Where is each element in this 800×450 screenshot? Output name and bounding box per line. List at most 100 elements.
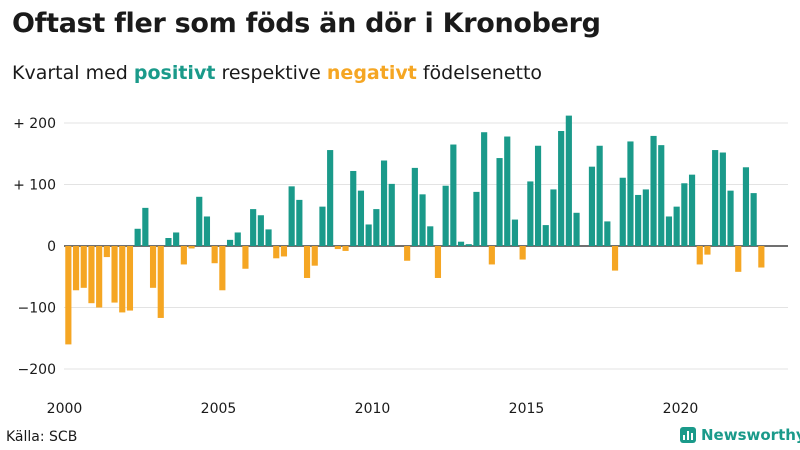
bar-positive — [234, 232, 241, 246]
bar-negative — [280, 246, 288, 257]
subtitle-intro: Kvartal med — [12, 62, 134, 84]
subtitle-negative: negativt — [326, 62, 417, 84]
bar-positive — [550, 189, 557, 246]
bar-negative — [696, 246, 703, 265]
bar-positive — [350, 170, 357, 246]
x-tick-label: 2005 — [201, 401, 237, 417]
bar-positive — [496, 158, 503, 246]
bar-positive — [442, 185, 449, 246]
bar-negative — [211, 246, 218, 264]
bar-negative — [126, 246, 134, 311]
bar-positive — [534, 145, 542, 246]
bar-positive — [473, 191, 480, 246]
bar-negative — [334, 246, 341, 250]
bar-positive — [511, 219, 519, 246]
y-tick-label: −100 — [18, 301, 56, 317]
bar-positive — [727, 190, 734, 246]
brand-name: Newsworthy — [701, 426, 800, 444]
bar-negative — [303, 246, 311, 278]
bar-positive — [504, 136, 511, 246]
bar-negative — [404, 246, 411, 261]
bar-negative — [434, 246, 442, 278]
bar-positive — [673, 206, 680, 246]
chart-subtitle: Kvartal med positivt respektive negativt… — [12, 62, 542, 84]
bar-positive — [226, 239, 234, 246]
bar-positive — [450, 144, 457, 246]
bar-positive — [457, 241, 465, 246]
bar-negative — [488, 246, 495, 265]
bar-positive — [688, 174, 696, 246]
bar-positive — [288, 186, 295, 246]
subtitle-middle: respektive — [215, 62, 327, 84]
bar-positive — [604, 221, 611, 246]
bar-negative — [119, 246, 126, 313]
bar-negative — [96, 246, 103, 308]
bar-negative — [704, 246, 711, 255]
y-axis-labels: + 200 + 100 0 −100 −200 — [13, 116, 56, 378]
bar-positive — [527, 181, 534, 246]
bar-positive — [750, 193, 757, 246]
bar-negative — [311, 246, 318, 266]
bar-positive — [265, 229, 272, 246]
x-tick-label: 2010 — [355, 401, 391, 417]
bar-negative — [65, 246, 72, 345]
bar-positive — [165, 238, 172, 246]
bar-positive — [134, 228, 141, 246]
bar-negative — [758, 246, 765, 268]
bar-positive — [681, 183, 688, 246]
bar-positive — [388, 183, 395, 246]
y-tick-label: + 100 — [13, 178, 56, 194]
y-tick-label: −200 — [18, 362, 56, 378]
y-tick-label: + 200 — [13, 116, 56, 132]
bar-positive — [558, 131, 565, 246]
bar-positive — [257, 215, 264, 246]
bar-positive — [665, 216, 673, 246]
bar-positive — [627, 141, 634, 246]
bar-positive — [427, 226, 434, 246]
brand-logo: Newsworthy — [680, 426, 800, 444]
bar-positive — [196, 196, 203, 246]
bar-negative — [180, 246, 187, 265]
bar-positive — [619, 177, 626, 246]
bar-positive — [596, 145, 603, 246]
bar-negative — [611, 246, 619, 271]
bar-positive — [203, 216, 211, 246]
bar-positive — [373, 209, 380, 246]
bar-positive — [565, 115, 572, 247]
bar-positive — [411, 167, 418, 246]
bar-negative — [219, 246, 226, 291]
source-note: Källa: SCB — [6, 429, 78, 445]
subtitle-end: födelsenetto — [416, 62, 543, 84]
bar-positive — [365, 224, 372, 246]
bar-positive — [642, 189, 649, 246]
bar-negative — [149, 246, 157, 288]
bar-negative — [735, 246, 742, 272]
bar-negative — [88, 246, 95, 304]
subtitle-positive: positivt — [133, 62, 216, 84]
bar-negative — [103, 246, 110, 258]
bar-positive — [357, 190, 365, 246]
bar-negative — [72, 246, 80, 291]
bar-negative — [342, 246, 349, 251]
bar-negative — [157, 246, 164, 318]
bar-positive — [319, 206, 326, 246]
chart-bars — [65, 115, 765, 345]
bar-negative — [80, 246, 87, 288]
bar-positive — [250, 209, 257, 246]
bar-negative — [111, 246, 118, 303]
bar-negative — [519, 246, 526, 260]
x-axis-labels: 2000 2005 2010 2015 2020 — [47, 401, 699, 417]
bar-negative — [273, 246, 280, 259]
bar-positive — [588, 166, 596, 246]
bar-positive — [635, 194, 642, 246]
x-tick-label: 2020 — [663, 401, 699, 417]
y-tick-label: 0 — [47, 239, 56, 255]
bar-positive — [327, 150, 334, 246]
bar-positive — [573, 212, 580, 246]
bar-chart-icon — [680, 427, 696, 443]
bar-positive — [465, 244, 472, 246]
chart-title: Oftast fler som föds än dör i Kronoberg — [12, 8, 601, 39]
bar-positive — [650, 135, 657, 246]
bar-positive — [719, 152, 726, 246]
